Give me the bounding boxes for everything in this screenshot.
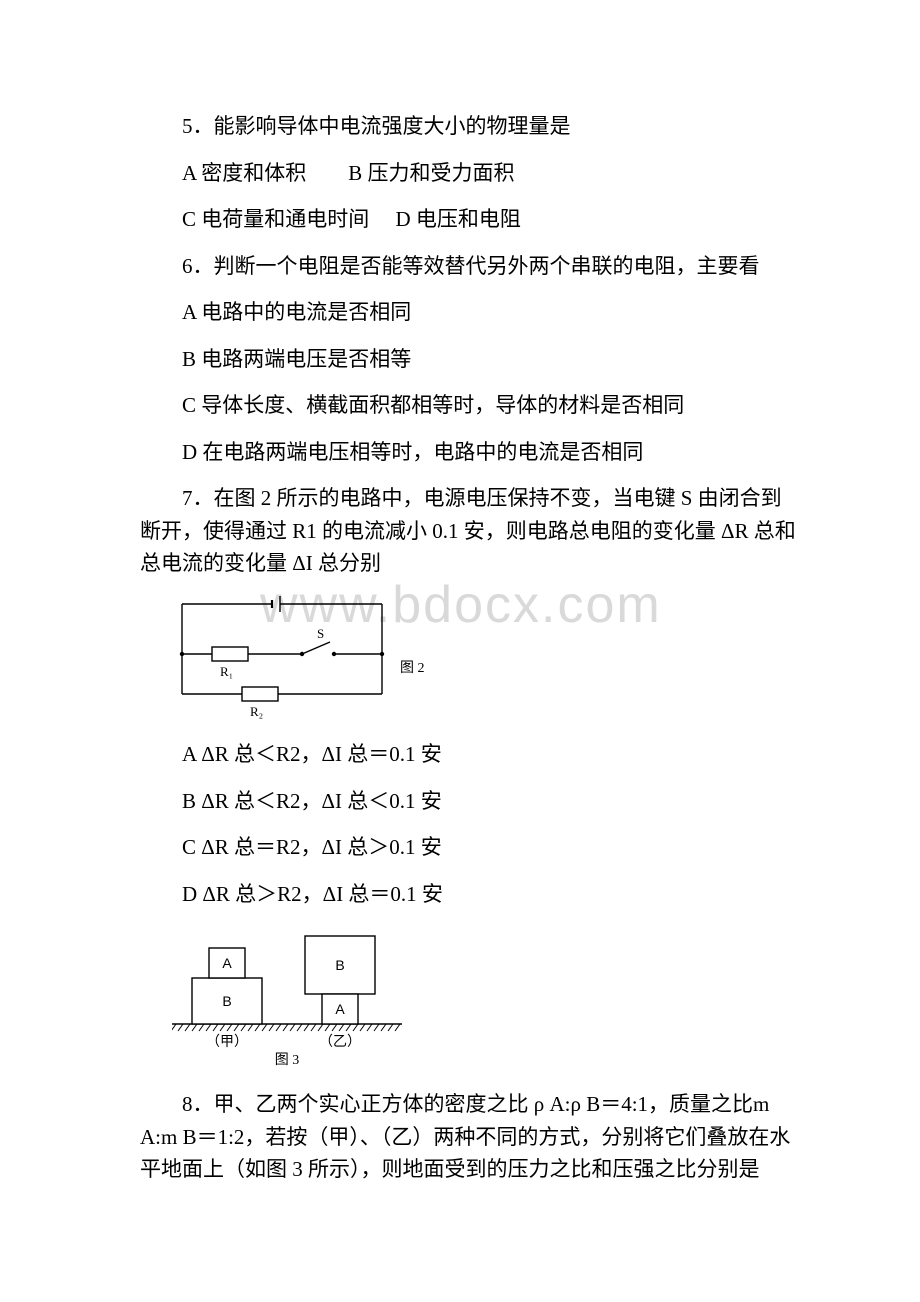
q6-opt-a: A 电路中的电流是否相同 <box>140 296 800 329</box>
q6-opt-d: D 在电路两端电压相等时，电路中的电流是否相同 <box>140 436 800 469</box>
figure-2-circuit: S R₁ R₂ 图 2 <box>172 594 800 724</box>
figure-3-blocks: A B B A （甲） （乙） 图 3 <box>172 924 800 1074</box>
svg-text:B: B <box>222 993 231 1009</box>
q7-stem: 7．在图 2 所示的电路中，电源电压保持不变，当电键 S 由闭合到断开，使得通过… <box>140 482 800 580</box>
svg-text:R₂: R₂ <box>250 704 263 719</box>
svg-text:A: A <box>335 1001 345 1017</box>
svg-text:S: S <box>317 626 324 641</box>
q5-opt-ab: A 密度和体积 B 压力和受力面积 <box>140 157 800 190</box>
q7-opt-d: D ΔR 总＞R2，ΔI 总＝0.1 安 <box>140 878 800 911</box>
svg-text:（乙）: （乙） <box>319 1034 361 1050</box>
q5-opt-cd: C 电荷量和通电时间 D 电压和电阻 <box>140 203 800 236</box>
q8-stem: 8．甲、乙两个实心正方体的密度之比 ρ A:ρ B＝4:1，质量之比m A:m … <box>140 1088 800 1186</box>
svg-text:B: B <box>335 957 344 973</box>
svg-text:（甲）: （甲） <box>206 1034 248 1050</box>
svg-text:图 2: 图 2 <box>400 661 425 676</box>
svg-text:R₁: R₁ <box>220 664 233 679</box>
q7-opt-a: A ΔR 总＜R2，ΔI 总＝0.1 安 <box>140 738 800 771</box>
q7-opt-b: B ΔR 总＜R2，ΔI 总＜0.1 安 <box>140 785 800 818</box>
svg-text:A: A <box>222 955 232 971</box>
q6-opt-b: B 电路两端电压是否相等 <box>140 343 800 376</box>
q7-opt-c: C ΔR 总＝R2，ΔI 总＞0.1 安 <box>140 831 800 864</box>
svg-text:图 3: 图 3 <box>275 1053 300 1068</box>
q5-stem: 5．能影响导体中电流强度大小的物理量是 <box>140 110 800 143</box>
q6-stem: 6．判断一个电阻是否能等效替代另外两个串联的电阻，主要看 <box>140 250 800 283</box>
q6-opt-c: C 导体长度、横截面积都相等时，导体的材料是否相同 <box>140 389 800 422</box>
